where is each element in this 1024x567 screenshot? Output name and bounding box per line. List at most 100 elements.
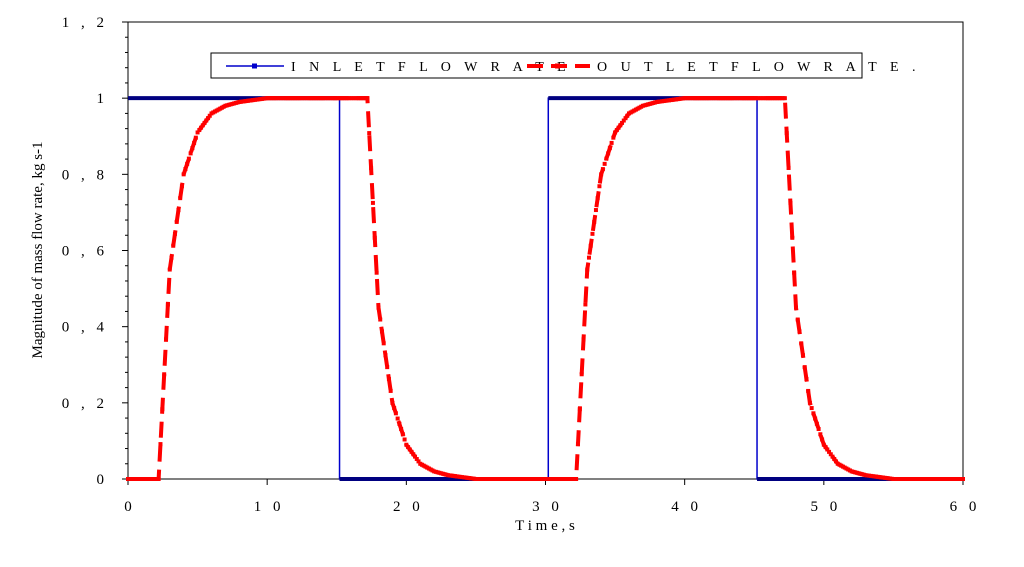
- legend-outlet-marker: [555, 63, 560, 69]
- series-outlet-marker: [386, 377, 391, 382]
- series-outlet-marker: [374, 270, 379, 275]
- x-tick-label: 6 0: [950, 499, 981, 515]
- series-outlet-marker: [828, 452, 833, 457]
- y-axis-ticks: 0 0 , 2 0 , 4 0 , 6 0 , 8 1 1 , 2: [62, 15, 128, 488]
- series-outlet-marker: [799, 341, 804, 346]
- series-outlet-marker: [623, 116, 628, 121]
- x-tick-label: 1 0: [254, 499, 285, 515]
- series-outlet-marker: [381, 341, 386, 346]
- series-outlet-marker: [606, 151, 611, 156]
- series-outlet-marker: [813, 416, 818, 421]
- series-outlet-marker: [575, 442, 580, 447]
- series-outlet-marker: [190, 146, 195, 151]
- legend-inlet-marker: [252, 63, 257, 69]
- series-outlet-marker: [393, 411, 398, 416]
- series-outlet-marker: [416, 459, 421, 464]
- y-tick-label: 1 , 2: [62, 15, 108, 31]
- series-outlet-marker: [825, 447, 830, 452]
- series-outlet-marker: [595, 196, 600, 201]
- series-outlet-marker: [395, 416, 400, 421]
- series-outlet-marker: [618, 123, 623, 128]
- series-outlet-marker: [613, 130, 618, 135]
- series-outlet-marker: [600, 167, 605, 172]
- y-tick-label: 0 , 6: [62, 244, 108, 260]
- series-outlet-marker: [800, 353, 805, 358]
- series-outlet-marker: [585, 267, 590, 272]
- series-outlet-marker: [588, 243, 593, 248]
- series-outlet-marker: [574, 477, 579, 481]
- series-outlet-marker: [602, 161, 607, 166]
- series-outlet-marker: [786, 165, 791, 170]
- series-outlet-marker: [164, 337, 169, 342]
- legend-outlet-label: O U T L E T F L O W R A T E .: [597, 60, 921, 75]
- x-tick-label: 4 0: [671, 499, 702, 515]
- series-outlet-marker: [792, 270, 797, 275]
- series-outlet-marker: [581, 337, 586, 342]
- series-outlet-marker: [179, 184, 184, 189]
- x-tick-label: 5 0: [810, 499, 841, 515]
- plot-area: [127, 21, 964, 480]
- series-outlet-marker: [609, 140, 614, 145]
- series-outlet-marker: [378, 317, 383, 322]
- series-outlet-marker: [790, 235, 795, 240]
- y-tick-label: 1: [97, 91, 109, 107]
- series-outlet-marker: [814, 421, 819, 426]
- series-outlet-marker: [592, 219, 597, 224]
- series-outlet-marker: [590, 231, 595, 236]
- series-outlet-marker: [625, 113, 630, 118]
- series-outlet-marker: [376, 305, 381, 310]
- series-outlet-marker: [402, 437, 407, 442]
- series-outlet-marker: [788, 200, 793, 205]
- series-outlet-marker: [202, 120, 207, 125]
- legend-inlet-label: I N L E T F L O W R A T E: [291, 60, 571, 75]
- series-outlet-marker: [802, 365, 807, 370]
- series-outlet-marker: [409, 449, 414, 454]
- series-outlet-marker: [197, 128, 202, 133]
- series-outlet-marker: [809, 406, 814, 411]
- series-outlet-marker: [827, 449, 832, 454]
- series-outlet-marker: [383, 353, 388, 358]
- series-outlet-marker: [406, 445, 411, 450]
- series-outlet-marker: [367, 131, 372, 136]
- x-tick-label: 2 0: [393, 499, 424, 515]
- legend: I N L E T F L O W R A T E O U T L E T F …: [210, 52, 921, 79]
- series-outlet-marker: [621, 118, 626, 123]
- x-axis-title: T i m e , s: [515, 518, 575, 534]
- series-outlet-marker: [784, 131, 789, 136]
- series-outlet-marker: [204, 118, 209, 123]
- series-outlet-marker: [794, 305, 798, 310]
- series-outlet-marker: [961, 477, 965, 481]
- series-outlet-marker: [372, 235, 377, 240]
- series-outlet-marker: [185, 161, 190, 166]
- series-outlet-marker: [400, 432, 405, 437]
- series-outlet-marker: [830, 454, 835, 459]
- y-tick-label: 0: [97, 472, 109, 488]
- series-outlet-marker: [804, 377, 809, 382]
- series-outlet-marker: [169, 255, 174, 260]
- series-outlet-marker: [797, 329, 802, 334]
- series-outlet-marker: [821, 442, 826, 447]
- series-outlet-marker: [832, 457, 837, 462]
- series-outlet-marker: [782, 96, 787, 101]
- series-outlet-marker: [816, 427, 821, 432]
- y-tick-label: 0 , 8: [62, 167, 108, 183]
- series-outlet-marker: [611, 135, 616, 140]
- series-outlet-marker: [390, 400, 395, 405]
- series-outlet-marker: [183, 167, 188, 172]
- series-outlet-marker: [171, 243, 176, 248]
- series-outlet-marker: [820, 437, 825, 442]
- series-outlet-marker: [181, 172, 186, 177]
- series-outlet-marker: [195, 130, 200, 135]
- series-outlet-marker: [586, 255, 591, 260]
- series-outlet-marker: [583, 302, 588, 307]
- series-outlet-marker: [207, 113, 212, 118]
- series-outlet-marker: [192, 140, 197, 145]
- series-outlet-marker: [385, 365, 390, 370]
- series-outlet-marker: [379, 329, 384, 334]
- series-outlet-marker: [806, 388, 811, 393]
- series-outlet-marker: [404, 442, 409, 447]
- series-outlet-marker: [620, 120, 625, 125]
- series-outlet-marker: [579, 372, 584, 377]
- y-axis-title: Magnitude of mass flow rate, kg s-1: [30, 141, 46, 358]
